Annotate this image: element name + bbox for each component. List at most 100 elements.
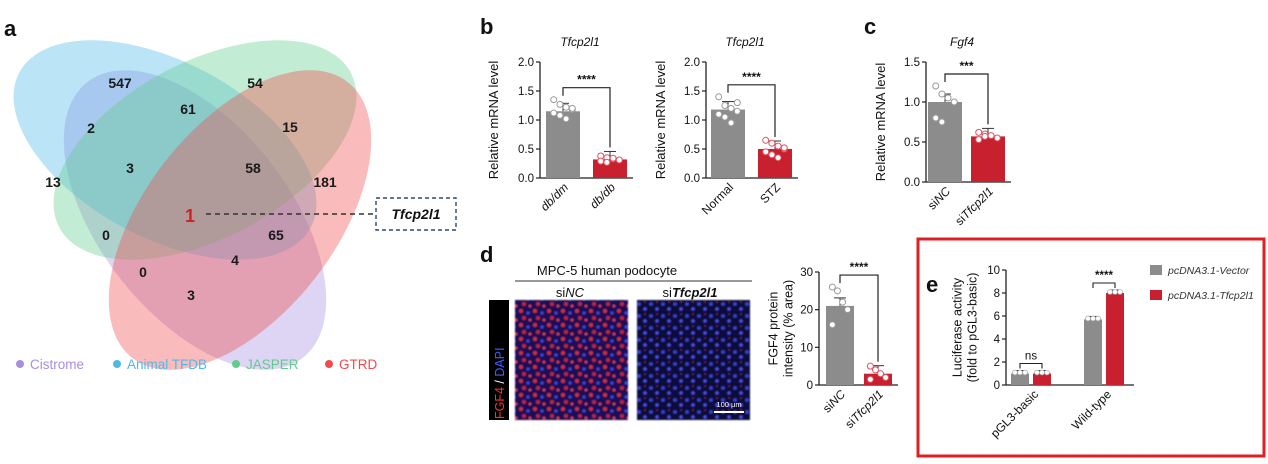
venn-count: 0: [139, 264, 147, 280]
significance-label: ****: [577, 73, 596, 87]
venn-count-tfcp2l1: 1: [185, 206, 195, 226]
venn-count: 13: [45, 174, 61, 190]
stain-dapi: DAPI: [493, 347, 507, 376]
bar: [546, 111, 580, 178]
data-point: [833, 287, 841, 295]
significance-bracket: [944, 73, 989, 125]
y-tick-label: 0.5: [684, 144, 700, 156]
x-category-label: siTfcp2l1: [952, 184, 996, 228]
micro-col-sinc: siNC: [556, 285, 585, 300]
venn-count: 3: [126, 160, 134, 176]
data-point: [981, 132, 989, 140]
y-tick-label: 0.0: [518, 173, 534, 185]
data-point: [733, 107, 741, 115]
venn-count: 54: [247, 75, 263, 91]
chart-title: Tfcp2l1: [560, 35, 599, 49]
callout-label: Tfcp2l1: [391, 206, 440, 222]
data-point: [1117, 289, 1123, 295]
venn-count: 547: [108, 75, 132, 91]
data-point: [768, 151, 776, 159]
data-point: [975, 136, 983, 144]
chart-title: Tfcp2l1: [725, 35, 764, 49]
data-point: [1039, 369, 1045, 376]
y-tick-label: 0.5: [518, 144, 534, 156]
data-point: [1085, 315, 1091, 322]
venn-count: 2: [87, 120, 95, 136]
chart-title: Fgf4: [950, 35, 974, 49]
panel-e-highlight-box: [916, 237, 1266, 458]
legend-swatch-vector: [1150, 265, 1162, 275]
y-tick-label: 1.5: [684, 86, 700, 98]
micro-header: MPC-5 human podocyte: [537, 263, 677, 278]
significance-label: ****: [850, 260, 869, 274]
data-point: [762, 136, 770, 144]
y-tick-label: 2.0: [518, 57, 534, 69]
y-tick-label: 6: [994, 311, 1000, 323]
data-point: [550, 109, 558, 117]
chart-b1-tfcp2l1-dbdm-dbdb: Tfcp2l1 Relative mRNA level 0.0 0.5 1.0 1.5 2.…: [486, 35, 633, 214]
venn-count: 181: [313, 174, 337, 190]
data-point: [950, 98, 958, 106]
data-point: [597, 157, 605, 165]
legend-dot-jasper: [232, 360, 240, 368]
data-point: [762, 148, 770, 156]
micrograph-sitfcp2l1: [637, 300, 750, 420]
data-point: [828, 283, 836, 291]
data-point: [1017, 369, 1023, 376]
y-axis-label: Relative mRNA level: [486, 61, 501, 180]
y-tick-label: 0: [807, 380, 813, 392]
data-point: [721, 113, 729, 121]
bar: [1106, 293, 1124, 385]
stain-label-bg: [489, 300, 509, 420]
data-point: [828, 321, 836, 329]
data-point: [882, 373, 890, 381]
data-point: [938, 90, 946, 98]
panel-label-e: e: [926, 272, 938, 297]
bar: [1084, 319, 1102, 385]
data-point: [562, 103, 570, 111]
micro-col-sitfcp2l1: siTfcp2l1: [663, 285, 718, 300]
data-point: [768, 139, 776, 147]
x-category-label: Normal: [699, 180, 736, 217]
significance-bracket: [1019, 362, 1043, 369]
y-tick-label: 1.0: [518, 115, 534, 127]
data-point: [774, 154, 782, 162]
y-tick-label: 1.0: [684, 115, 700, 127]
venn-count: 0: [102, 227, 110, 243]
y-axis-label: FGF4 proteinintensity (% area): [767, 280, 796, 377]
data-point: [774, 142, 782, 150]
x-category-label: STZ: [757, 180, 783, 206]
x-category-label: siNC: [925, 184, 954, 213]
data-point: [727, 104, 735, 112]
data-point: [1112, 289, 1118, 295]
significance-label: ns: [1025, 351, 1037, 363]
data-point: [877, 370, 885, 378]
data-point: [568, 104, 576, 112]
data-point: [1095, 315, 1101, 322]
data-point: [993, 134, 1001, 142]
chart-b2-tfcp2l1-normal-stz: Tfcp2l1 Relative mRNA level 0.0 0.5 1.0 1.5 2.…: [653, 35, 798, 217]
y-tick-label: 20: [800, 305, 813, 317]
venn-count: 15: [282, 119, 298, 135]
microscopy-panel: MPC-5 human podocyte siNC siTfcp2l1 FGF4…: [489, 263, 752, 420]
venn-animaltfdb: [13, 40, 317, 260]
bar: [711, 109, 745, 178]
y-tick-label: 0.0: [904, 177, 920, 189]
y-tick-label: 4: [994, 334, 1001, 346]
legend-label-tfcp2l1: pcDNA3.1-Tfcp2l1: [1167, 290, 1254, 302]
chart-c-fgf4: Fgf4 Relative mRNA level 0.0 0.5 1.0 1.5 siNCs…: [873, 35, 1011, 228]
data-point: [1022, 369, 1028, 376]
legend-label-gtrd: GTRD: [339, 357, 377, 372]
significance-bracket: [562, 87, 611, 148]
data-point: [1090, 315, 1096, 322]
x-category-label: Wild-type: [1069, 387, 1114, 432]
x-category-label: siNC: [820, 387, 849, 416]
data-point: [987, 132, 995, 140]
venn-count: 4: [231, 252, 239, 268]
y-tick-label: 0.0: [684, 173, 700, 185]
data-point: [609, 154, 617, 162]
venn-diagram: 13 547 54 181 2 61 15 3 58 1 65 0 0 4 3 …: [13, 40, 457, 370]
significance-bracket: [727, 84, 776, 137]
bar: [1011, 373, 1029, 385]
